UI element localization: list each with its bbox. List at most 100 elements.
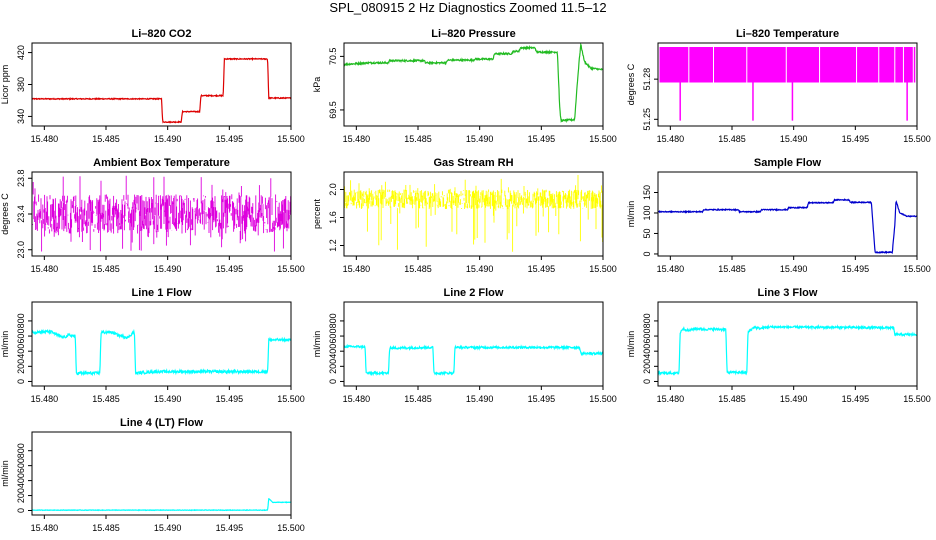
- x-tick-label: 15.495: [842, 134, 870, 144]
- x-tick-label: 15.480: [343, 264, 371, 274]
- x-tick-label: 15.480: [657, 134, 685, 144]
- chart-title: Li–820 CO2: [132, 28, 192, 40]
- y-tick-label: 400: [642, 344, 652, 359]
- x-tick-label: 15.490: [154, 394, 182, 404]
- chart-panel-1: Li–820 CO2 Licor ppm 15.480 15.485 15.490 15.…: [0, 28, 305, 144]
- x-tick-label: 15.495: [842, 394, 870, 404]
- chart-panel-8: Line 2 Flow ml/min 15.480 15.485 15.490 15.49…: [312, 287, 617, 404]
- x-tick-label: 15.490: [780, 394, 808, 404]
- plot-frame: [31, 301, 292, 387]
- y-tick-label: 0: [16, 508, 26, 513]
- x-tick-label: 15.500: [277, 134, 305, 144]
- x-tick-label: 15.495: [216, 523, 244, 533]
- x-tick-label: 15.485: [718, 134, 746, 144]
- y-tick-label: 0: [16, 379, 26, 384]
- chart-title: Li–820 Temperature: [736, 28, 839, 40]
- plot-area: [31, 328, 292, 377]
- x-tick-label: 15.495: [216, 394, 244, 404]
- plot-area: [31, 56, 292, 124]
- y-tick-label: 70.5: [328, 48, 338, 66]
- x-tick-label: 15.500: [277, 394, 305, 404]
- y-tick-label: 800: [328, 313, 338, 328]
- y-tick-label: 51.25: [642, 108, 652, 131]
- y-tick-label: 23.4: [16, 205, 26, 223]
- x-tick-label: 15.480: [343, 134, 371, 144]
- y-tick-label: 150: [642, 185, 652, 200]
- series-noise: [31, 175, 292, 252]
- x-tick-label: 15.480: [657, 394, 685, 404]
- y-axis-label: ml/min: [312, 331, 322, 358]
- y-tick-label: 200: [16, 488, 26, 503]
- plot-frame: [343, 171, 604, 257]
- x-tick-label: 15.485: [92, 134, 120, 144]
- y-tick-label: 600: [16, 329, 26, 344]
- chart-title: Line 3 Flow: [758, 287, 818, 299]
- x-tick-label: 15.500: [903, 134, 931, 144]
- plot-frame: [657, 42, 918, 127]
- y-tick-label: 340: [16, 109, 26, 124]
- page-title: SPL_080915 2 Hz Diagnostics Zoomed 11.5–…: [329, 0, 607, 15]
- x-tick-label: 15.500: [277, 523, 305, 533]
- series-noise: [343, 175, 604, 252]
- y-tick-label: 23.8: [16, 169, 26, 187]
- chart-title: Line 2 Flow: [444, 287, 504, 299]
- plot-frame: [343, 42, 604, 127]
- x-tick-label: 15.490: [466, 394, 494, 404]
- y-axis-label: degrees C: [0, 193, 10, 235]
- y-tick-label: 1.2: [328, 239, 338, 252]
- chart-title: Sample Flow: [754, 157, 822, 169]
- x-tick-label: 15.490: [466, 134, 494, 144]
- x-tick-label: 15.480: [657, 264, 685, 274]
- series-line-pressure: [343, 42, 604, 124]
- y-tick-label: 100: [642, 205, 652, 220]
- x-tick-label: 15.490: [154, 134, 182, 144]
- chart-panel-6: Sample Flow ml/min 15.480 15.485 15.490 15.49…: [626, 157, 931, 274]
- x-tick-label: 15.485: [404, 134, 432, 144]
- x-tick-label: 15.490: [154, 523, 182, 533]
- x-tick-label: 15.480: [343, 394, 371, 404]
- y-tick-label: 400: [16, 473, 26, 488]
- y-axis-label: ml/min: [626, 201, 636, 228]
- series-line-co2: [31, 56, 292, 124]
- x-tick-label: 15.480: [31, 264, 59, 274]
- x-tick-label: 15.480: [31, 523, 59, 533]
- chart-title: Line 1 Flow: [132, 287, 192, 299]
- y-tick-label: 800: [16, 313, 26, 328]
- x-tick-label: 15.500: [277, 264, 305, 274]
- x-tick-label: 15.485: [92, 523, 120, 533]
- y-axis-label: Licor ppm: [0, 65, 10, 105]
- plot-area: [31, 498, 292, 512]
- x-tick-label: 15.500: [903, 394, 931, 404]
- y-tick-label: 69.5: [328, 101, 338, 119]
- series-line-sample: [658, 198, 918, 255]
- plot-area: [659, 47, 916, 121]
- y-axis-label: percent: [312, 198, 322, 229]
- x-tick-label: 15.485: [718, 394, 746, 404]
- y-tick-label: 2.0: [328, 183, 338, 196]
- chart-panel-2: Li–820 Pressure kPa 15.480 15.485 15.490 15.4…: [312, 28, 617, 144]
- y-axis-label: kPa: [312, 77, 322, 93]
- x-tick-label: 15.490: [780, 134, 808, 144]
- x-tick-label: 15.485: [404, 394, 432, 404]
- y-axis-label: degrees C: [626, 63, 636, 105]
- x-tick-label: 15.490: [466, 264, 494, 274]
- y-tick-label: 600: [16, 458, 26, 473]
- y-axis-label: ml/min: [626, 331, 636, 358]
- chart-panel-10: Line 4 (LT) Flow ml/min 15.480 15.485 15.490…: [0, 417, 305, 533]
- chart-title: Gas Stream RH: [433, 157, 513, 169]
- y-tick-label: 400: [328, 344, 338, 359]
- x-tick-label: 15.495: [216, 264, 244, 274]
- x-tick-label: 15.485: [404, 264, 432, 274]
- plot-area: [343, 343, 604, 377]
- chart-panel-4: Ambient Box Temperature degrees C 15.480 15…: [0, 157, 305, 274]
- x-tick-label: 15.495: [528, 134, 556, 144]
- y-tick-label: 0: [328, 379, 338, 384]
- y-tick-label: 0: [642, 379, 652, 384]
- x-tick-label: 15.480: [31, 134, 59, 144]
- y-tick-label: 380: [16, 77, 26, 92]
- chart-panel-3: Li–820 Temperature degrees C 15.480 15.485 1…: [626, 28, 931, 144]
- y-tick-label: 400: [16, 344, 26, 359]
- plot-area: [343, 175, 604, 252]
- series-line-line4: [31, 498, 292, 512]
